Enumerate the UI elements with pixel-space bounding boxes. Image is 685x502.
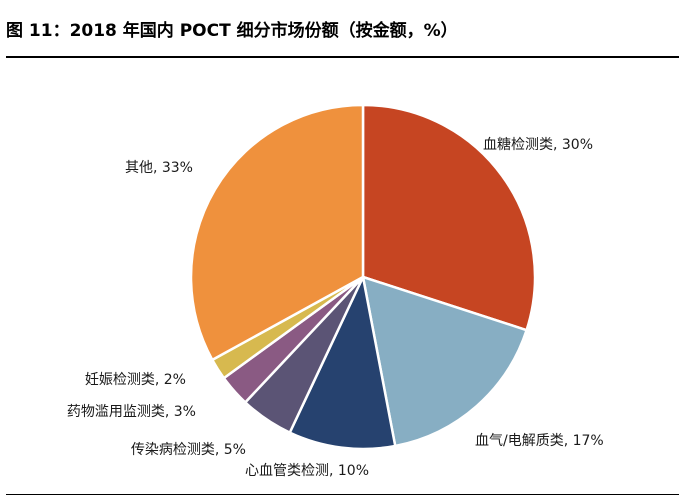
pie-slice xyxy=(288,275,397,451)
slice-label: 血气/电解质类, 17% xyxy=(475,433,604,449)
slice-label: 血糖检测类, 30% xyxy=(483,137,593,153)
slice-label: 传染病检测类, 5% xyxy=(131,442,246,458)
slice-label: 心血管类检测, 10% xyxy=(245,463,369,479)
bottom-rule xyxy=(6,494,679,495)
pie-slice xyxy=(361,103,537,332)
pie-slice xyxy=(361,275,528,448)
slice-label: 药物滥用监测类, 3% xyxy=(67,404,196,420)
title-rule xyxy=(6,56,679,58)
slice-label: 妊娠检测类, 2% xyxy=(85,372,186,388)
slice-label: 其他, 33% xyxy=(125,160,193,176)
figure-title: 图 11：2018 年国内 POCT 细分市场份额（按金额，%） xyxy=(6,21,458,41)
pie-slice xyxy=(189,103,365,362)
